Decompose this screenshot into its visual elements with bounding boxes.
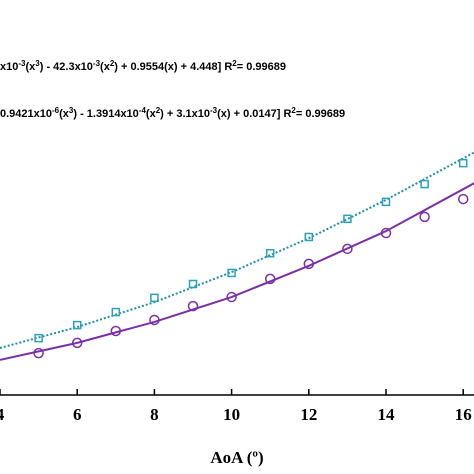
- equation-part: (x) + 0.0147] R: [217, 108, 291, 120]
- x-tick-label: 16: [455, 405, 472, 424]
- marker: [303, 258, 315, 270]
- equation-part: -3: [210, 106, 218, 115]
- marker: [342, 243, 353, 255]
- marker: [227, 268, 236, 278]
- equation-part: -3: [18, 59, 26, 68]
- marker: [380, 227, 392, 239]
- x-tick-label: 12: [300, 405, 317, 424]
- marker: [226, 291, 237, 303]
- x-tick-label: 6: [73, 405, 82, 424]
- x-tick-label: 8: [150, 405, 159, 424]
- fit-line: [0, 151, 474, 349]
- marker: [72, 320, 82, 330]
- fit-line: [0, 182, 474, 361]
- x-tick-label: 14: [378, 405, 396, 424]
- equation-part: 2: [291, 106, 296, 115]
- equation-part: -4: [139, 106, 147, 115]
- equation-part: 2: [156, 106, 161, 115]
- equation-part: = 0.99689: [237, 61, 286, 73]
- marker: [150, 293, 159, 303]
- marker: [458, 158, 468, 168]
- marker: [343, 214, 352, 224]
- marker: [265, 248, 275, 258]
- equation-part: ) + 0.9554(x) + 4.448] R: [114, 61, 232, 73]
- equation-part: (x: [100, 61, 111, 73]
- equation-part: = 0.99689: [296, 108, 345, 120]
- equation-part: (x: [146, 108, 157, 120]
- equation-part: 3: [35, 59, 40, 68]
- equation-part: ) + 3.1x10: [160, 108, 210, 120]
- marker: [381, 197, 391, 207]
- equation-part: 2: [232, 59, 237, 68]
- marker: [34, 333, 43, 343]
- marker: [457, 193, 469, 205]
- equation-part: (x: [25, 61, 36, 73]
- marker: [187, 300, 199, 312]
- equation-part: ) - 42.3x10: [40, 61, 93, 73]
- marker: [420, 179, 429, 189]
- equation-part: x10: [0, 61, 18, 73]
- equation-part: 3: [69, 106, 74, 115]
- equation: 0.9421x10-6(x3) - 1.3914x10-4(x2) + 3.1x…: [0, 106, 345, 121]
- equation-part: (x: [59, 108, 70, 120]
- equation-part: 2: [110, 59, 115, 68]
- marker: [71, 337, 83, 349]
- marker: [149, 314, 160, 326]
- marker: [110, 325, 122, 337]
- x-axis-label: AoA (º): [210, 448, 263, 467]
- marker: [111, 307, 121, 317]
- equation-part: -6: [52, 106, 60, 115]
- x-tick-label: 4: [0, 405, 5, 424]
- marker: [188, 279, 198, 289]
- x-tick-label: 10: [223, 405, 240, 424]
- marker: [419, 211, 430, 223]
- marker: [33, 347, 44, 359]
- equation-part: -3: [93, 59, 101, 68]
- equation: x10-3(x3) - 42.3x10-3(x2) + 0.9554(x) + …: [0, 59, 286, 74]
- equation-part: 0.9421x10: [0, 108, 52, 120]
- equation-part: ) - 1.3914x10: [73, 108, 138, 120]
- marker: [304, 232, 314, 242]
- marker: [264, 273, 276, 285]
